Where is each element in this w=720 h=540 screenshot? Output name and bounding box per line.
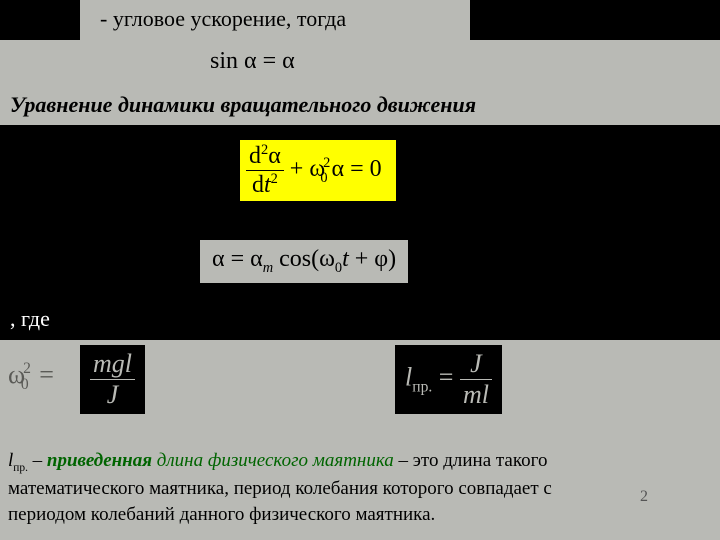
eq2-d2: d <box>252 172 264 198</box>
bot-line2: математического маятника, период колебан… <box>8 478 552 499</box>
eq5-sub: пр. <box>412 379 432 396</box>
eq2-tail: α = 0 <box>332 156 382 182</box>
eq5-frac: J ml <box>460 349 492 410</box>
eq5-eq: = <box>432 362 460 391</box>
eq2-sup2: 2 <box>271 171 278 187</box>
eq4-eq: = <box>33 360 54 389</box>
eq2-den: dt2 <box>246 171 284 199</box>
bot-emph: приведенная <box>47 450 152 471</box>
angular-accel-text: - угловое ускорение, тогда <box>100 6 346 32</box>
eq3-tail: + φ) <box>349 246 396 272</box>
eq3-lhs: α = α <box>212 246 263 272</box>
eq-diff-equation: d2α dt2 + ω20α = 0 <box>240 140 396 201</box>
eq4-box: mgl J <box>80 345 145 414</box>
bot-lsub: пр. <box>13 462 28 474</box>
eq4-num: mgl <box>90 349 135 380</box>
eq2-wsup: 2 <box>323 155 330 171</box>
eq3-t: t <box>342 246 349 272</box>
strip-2 <box>0 40 720 85</box>
eq2-num: d2α <box>246 142 284 171</box>
eq2-d1: d <box>249 143 261 169</box>
bot-rest1: длина физического маятника <box>152 450 394 471</box>
heading-text: Уравнение динамики вращательного движени… <box>10 92 476 118</box>
eq4-sub: 0 <box>21 376 29 393</box>
eq2-wsub: 0 <box>320 170 327 186</box>
page-number: 2 <box>640 488 648 506</box>
bottom-paragraph: lпр. – приведенная длина физического мая… <box>8 448 712 527</box>
eq2-alpha: α <box>268 143 281 169</box>
bot-line3: периодом колебаний данного физического м… <box>8 504 435 525</box>
strip-5 <box>0 300 720 340</box>
line1-text: - угловое ускорение, тогда <box>100 6 346 31</box>
eq5-den: ml <box>460 380 492 410</box>
where: , где <box>10 306 50 331</box>
eq4-den: J <box>90 380 135 410</box>
eq3-mid: cos(ω <box>273 246 335 272</box>
bot-rest1b: – это длина такого <box>394 450 548 471</box>
eq1-text: sin α = α <box>210 48 295 74</box>
eq4-frac: mgl J <box>90 349 135 410</box>
eq3-m: m <box>263 260 273 276</box>
eq5-num: J <box>460 349 492 380</box>
eq-solution: α = αm cos(ω0t + φ) <box>200 240 408 283</box>
eq4-sup: 2 <box>23 360 31 377</box>
eq2-t: t <box>264 172 271 198</box>
heading: Уравнение динамики вращательного движени… <box>10 92 476 117</box>
eq2-frac: d2α dt2 <box>246 142 284 199</box>
eq-sin-alpha: sin α = α <box>210 48 295 75</box>
eq-reduced-length: lпр. = J ml <box>395 345 502 414</box>
eq3-sub0: 0 <box>335 260 342 276</box>
eq-omega-squared: ω20 = <box>8 360 62 394</box>
page-num: 2 <box>640 488 648 505</box>
slide-container: - угловое ускорение, тогда sin α = α Ура… <box>0 0 720 540</box>
strip-1-right <box>470 0 720 40</box>
bot-dash: – <box>28 450 47 471</box>
where-text: , где <box>10 306 50 332</box>
